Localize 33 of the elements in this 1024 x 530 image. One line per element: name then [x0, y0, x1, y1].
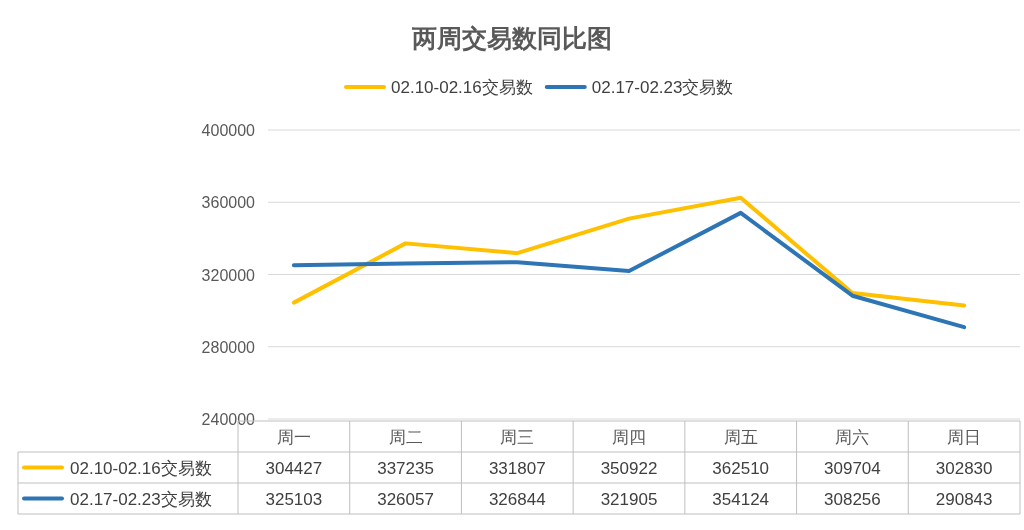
- y-tick-label: 320000: [201, 266, 256, 284]
- x-tick-label: 周四: [612, 428, 646, 447]
- data-label: 337235: [377, 459, 434, 478]
- text: 02.17-02.23交易数: [70, 490, 212, 509]
- y-tick-label: 280000: [201, 338, 256, 356]
- data-label: 321905: [600, 490, 658, 509]
- data-label: 326057: [377, 490, 434, 509]
- text: 02.10-02.16交易数: [70, 459, 212, 478]
- y-tick-label: 360000: [201, 194, 256, 212]
- data-label: 309704: [824, 459, 881, 478]
- line-series: [291, 195, 967, 308]
- data-label: 331807: [488, 459, 546, 478]
- x-tick-label: 周日: [947, 428, 982, 447]
- x-tick-label: 周三: [500, 428, 535, 447]
- data-label: 326844: [488, 490, 546, 509]
- data-label: 325103: [265, 490, 323, 509]
- data-label: 304427: [265, 459, 323, 478]
- x-tick-label: 周一: [276, 428, 311, 447]
- x-tick-label: 周六: [835, 428, 870, 447]
- chart-title: 两周交易数同比图: [411, 24, 612, 52]
- y-tick-label: 400000: [201, 122, 256, 139]
- data-label: 362510: [712, 459, 770, 478]
- data-label: 350922: [600, 459, 658, 478]
- x-tick-label: 周二: [388, 428, 423, 447]
- data-label: 354124: [712, 490, 770, 509]
- data-label: 302830: [935, 459, 993, 478]
- legend-label: 02.17-02.23交易数: [591, 78, 734, 97]
- line-series: [291, 210, 967, 330]
- data-label: 290843: [935, 490, 993, 509]
- data-label: 308256: [824, 490, 881, 509]
- y-tick-label: 240000: [201, 411, 256, 428]
- legend-label: 02.10-02.16交易数: [391, 78, 533, 97]
- x-tick-label: 周五: [723, 428, 758, 447]
